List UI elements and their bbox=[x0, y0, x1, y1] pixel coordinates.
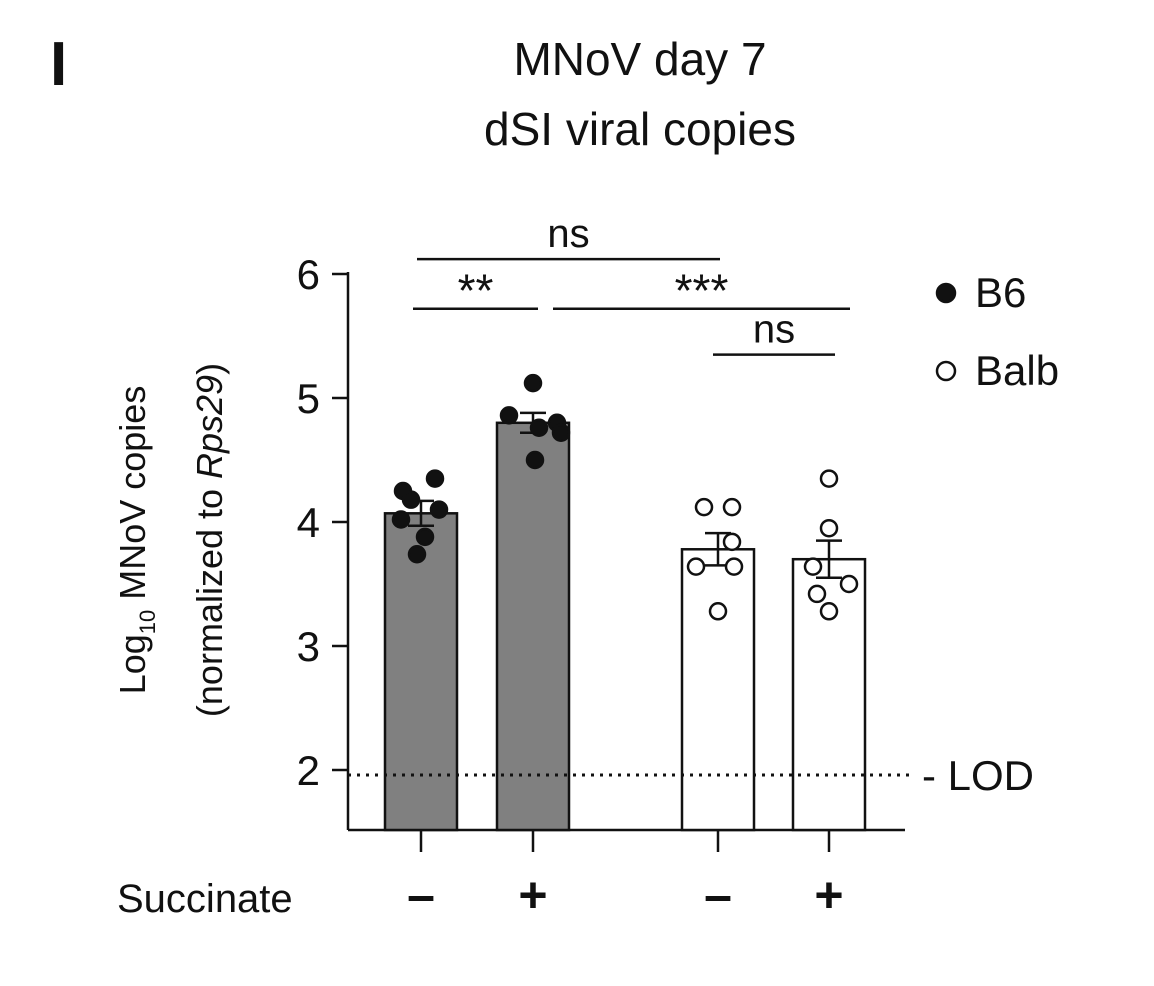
y-label-2-pre: (normalized to bbox=[189, 479, 230, 717]
y-label-rest: MNoV copies bbox=[112, 386, 153, 610]
data-point bbox=[407, 544, 427, 564]
data-point bbox=[523, 373, 543, 393]
significance-label: *** bbox=[675, 265, 729, 317]
data-point bbox=[694, 497, 714, 517]
y-label-2-post: ) bbox=[189, 363, 230, 375]
bar bbox=[791, 557, 867, 832]
significance-brackets: ns** ***ns bbox=[413, 212, 850, 356]
significance-label: ** bbox=[458, 265, 494, 317]
y-tick-label: 4 bbox=[297, 499, 320, 546]
bar bbox=[383, 512, 459, 832]
data-point bbox=[401, 490, 421, 509]
legend-label: B6 bbox=[975, 269, 1026, 316]
x-category-label: + bbox=[814, 867, 843, 923]
legend: B6 Balb bbox=[935, 269, 1059, 394]
data-point bbox=[803, 557, 823, 576]
significance-label: ns bbox=[753, 308, 795, 352]
bar bbox=[495, 421, 571, 832]
lod-reference: - LOD bbox=[348, 752, 1034, 799]
y-tick-label: 6 bbox=[297, 251, 320, 298]
x-category-label: + bbox=[518, 867, 547, 923]
data-point bbox=[708, 602, 728, 621]
chart-title-line-2: dSI viral copies bbox=[484, 103, 796, 155]
error-bars bbox=[408, 411, 842, 580]
bars bbox=[383, 421, 867, 832]
y-tick-label: 2 bbox=[297, 747, 320, 794]
data-point bbox=[551, 423, 571, 442]
legend-marker bbox=[935, 360, 957, 382]
data-point bbox=[429, 500, 449, 519]
x-axis-labels: Succinate – + – + bbox=[117, 867, 844, 923]
data-point bbox=[499, 406, 519, 425]
legend-label: Balb bbox=[975, 347, 1059, 394]
data-point bbox=[525, 450, 545, 470]
data-point bbox=[722, 532, 742, 552]
y-label-subscript: 10 bbox=[135, 610, 160, 634]
y-axis-label-2: (normalized to Rps29) bbox=[189, 363, 230, 717]
y-tick-label: 3 bbox=[297, 623, 320, 670]
legend-marker bbox=[935, 282, 957, 304]
data-point bbox=[722, 497, 742, 517]
bar bbox=[680, 548, 756, 832]
y-label-log: Log bbox=[112, 634, 153, 694]
data-point bbox=[415, 527, 435, 547]
data-point bbox=[819, 469, 839, 488]
data-point bbox=[819, 518, 839, 538]
y-label-2-italic: Rps29 bbox=[189, 375, 230, 479]
data-point bbox=[807, 584, 827, 604]
data-point bbox=[839, 574, 859, 594]
succinate-label: Succinate bbox=[117, 877, 293, 921]
data-points bbox=[391, 373, 859, 621]
svg-text:Log10 MNoV copies: Log10 MNoV copies bbox=[112, 386, 160, 695]
y-axis-label: Log10 MNoV copies bbox=[112, 386, 160, 695]
panel-label: I bbox=[50, 30, 67, 99]
data-point bbox=[724, 557, 744, 576]
x-category-label: – bbox=[704, 867, 732, 923]
data-point bbox=[529, 418, 549, 438]
lod-label: - LOD bbox=[922, 752, 1034, 799]
data-point bbox=[819, 602, 839, 621]
y-tick-label: 5 bbox=[297, 375, 320, 422]
chart-title-line-1: MNoV day 7 bbox=[513, 33, 766, 85]
data-point bbox=[391, 510, 411, 529]
x-category-label: – bbox=[407, 867, 435, 923]
svg-text:(normalized to Rps29): (normalized to Rps29) bbox=[189, 363, 230, 717]
data-point bbox=[425, 469, 445, 488]
data-point bbox=[686, 557, 706, 576]
significance-label: ns bbox=[547, 212, 589, 256]
